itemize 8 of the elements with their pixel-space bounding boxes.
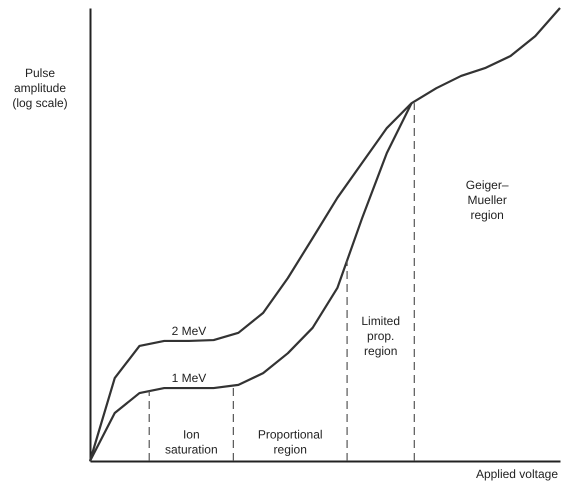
series-label: 1 MeV (172, 371, 206, 386)
annotation: Geiger– Mueller region (466, 178, 509, 222)
x-axis-title: Applied voltage (476, 467, 558, 481)
annotation: Ion saturation (164, 427, 218, 456)
series-label: 2 MeV (172, 324, 206, 338)
annotation: Proportional region (258, 427, 323, 456)
annotation: Limited prop. region (361, 314, 400, 358)
y-axis-title: Pulse amplitude (log scale) (12, 66, 68, 110)
